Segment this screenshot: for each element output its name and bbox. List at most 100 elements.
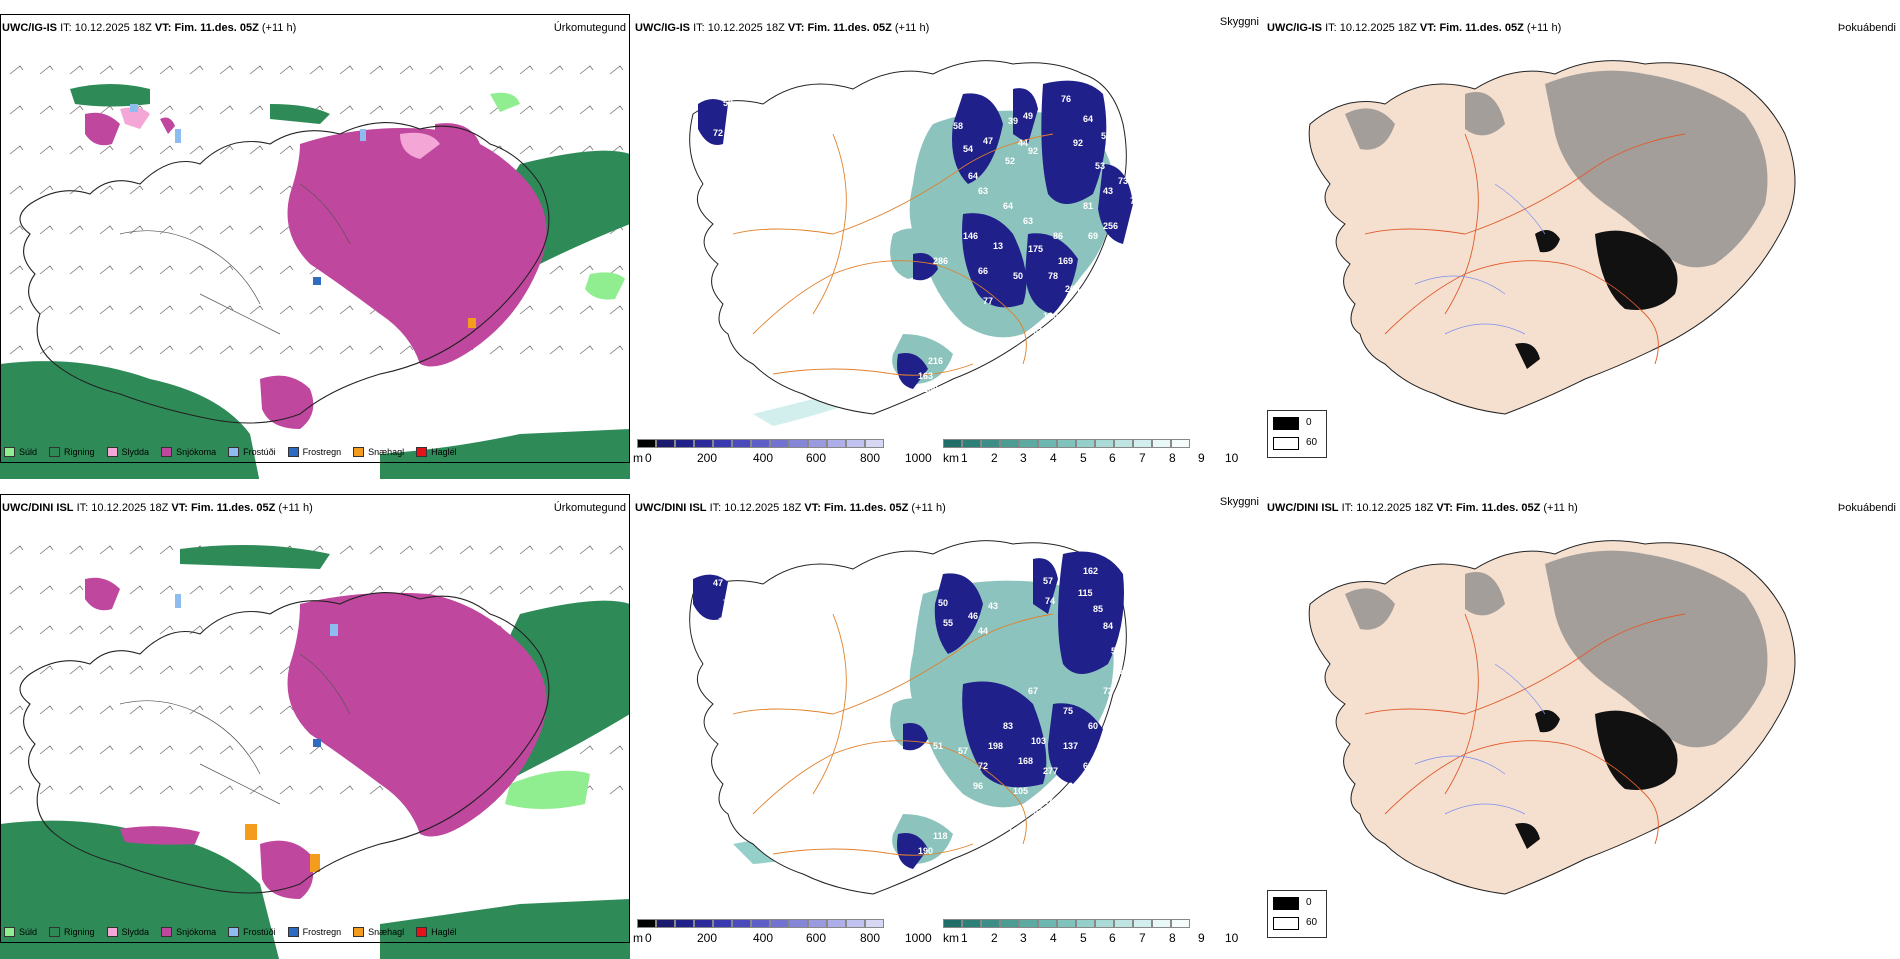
visibility-value-label: 57 bbox=[1118, 666, 1128, 676]
visibility-very-low-areas bbox=[698, 80, 1133, 389]
scale-km-cell bbox=[1038, 439, 1057, 448]
precip-legend: Súld Rigning Slydda Snjókoma Frostúði Fr… bbox=[4, 447, 457, 457]
visibility-value-label: 73 bbox=[1098, 741, 1108, 751]
visibility-value-label: 272 bbox=[1043, 796, 1058, 806]
scale-km-cell bbox=[962, 919, 981, 928]
visibility-value-label: 253 bbox=[1028, 806, 1043, 816]
scale-m-cell bbox=[751, 919, 770, 928]
visibility-value-label: 69 bbox=[1088, 231, 1098, 241]
scale-km-cell bbox=[1057, 439, 1076, 448]
visibility-value-label: 73 bbox=[1118, 176, 1128, 186]
scale-km-cell bbox=[1095, 439, 1114, 448]
visibility-value-label: 168 bbox=[1018, 756, 1033, 766]
scale-m-cell bbox=[713, 439, 732, 448]
visibility-value-label: 64 bbox=[968, 171, 978, 181]
visibility-value-label: 67 bbox=[1028, 686, 1038, 696]
scale-km-cell bbox=[981, 439, 1000, 448]
visibility-value-label: 57 bbox=[1043, 576, 1053, 586]
legend-item-hail: Haglél bbox=[416, 927, 457, 937]
scale-m-cell bbox=[770, 919, 789, 928]
scale-m-cell bbox=[637, 439, 656, 448]
precip-type-panel-top: UWC/IG-IS IT: 10.12.2025 18Z VT: Fim. 11… bbox=[0, 14, 630, 479]
visibility-value-label: 137 bbox=[1063, 741, 1078, 751]
scale-km-cell bbox=[1000, 919, 1019, 928]
scale-km-cell bbox=[943, 439, 962, 448]
visibility-value-label: 106 bbox=[718, 616, 733, 626]
visibility-value-label: 57 bbox=[958, 746, 968, 756]
visibility-value-label: 54 bbox=[963, 144, 973, 154]
visibility-value-label: 103 bbox=[1031, 736, 1046, 746]
visibility-value-label: 48 bbox=[953, 326, 963, 336]
precip-type-map bbox=[0, 34, 630, 479]
visibility-value-label: 286 bbox=[933, 256, 948, 266]
visibility-value-label: 50 bbox=[1013, 271, 1023, 281]
visibility-value-label: 74 bbox=[1130, 196, 1140, 206]
visibility-value-label: 83 bbox=[1103, 264, 1113, 274]
visibility-value-label: 52 bbox=[1005, 156, 1015, 166]
precip-type-panel-bottom: UWC/DINI ISL IT: 10.12.2025 18Z VT: Fim.… bbox=[0, 494, 630, 959]
scale-km-cell bbox=[1152, 439, 1171, 448]
visibility-value-label: 109 bbox=[758, 606, 773, 616]
scale-m-cell bbox=[713, 919, 732, 928]
legend-item-freezing-rain: Frostregn bbox=[287, 447, 341, 457]
roads bbox=[732, 613, 1054, 856]
legend-item-sleet: Slydda bbox=[106, 927, 149, 937]
visibility-value-label: 13 bbox=[993, 241, 1003, 251]
scale-km-cell bbox=[1114, 439, 1133, 448]
scale-km-cell bbox=[962, 439, 981, 448]
visibility-value-label: 81 bbox=[1083, 201, 1093, 211]
parameter-title: Úrkomutegund bbox=[553, 502, 626, 514]
visibility-value-label: 115 bbox=[1078, 588, 1093, 598]
visibility-value-label: 49 bbox=[1023, 111, 1033, 121]
visibility-value-label: 124 bbox=[1073, 806, 1088, 816]
scale-km-cell bbox=[1019, 439, 1038, 448]
visibility-value-label: 85 bbox=[1093, 604, 1103, 614]
legend-item-rain: Rigning bbox=[49, 447, 95, 457]
panel-title: UWC/DINI ISL IT: 10.12.2025 18Z VT: Fim.… bbox=[2, 502, 313, 514]
visibility-value-label: 39 bbox=[1008, 116, 1018, 126]
scale-km-cell bbox=[1000, 439, 1019, 448]
scale-m-cell bbox=[808, 439, 827, 448]
visibility-value-label: 72 bbox=[978, 761, 988, 771]
scale-km-cell bbox=[1171, 439, 1190, 448]
visibility-value-label: 86 bbox=[1053, 231, 1063, 241]
visibility-value-label: 53 bbox=[1111, 646, 1121, 656]
fog-index-panel-top: UWC/IG-IS IT: 10.12.2025 18Z VT: Fim. 11… bbox=[1265, 14, 1900, 479]
visibility-value-label: 43 bbox=[1103, 186, 1113, 196]
scale-m-cell bbox=[770, 439, 789, 448]
visibility-map: 5272106485854476463394452924976649251534… bbox=[633, 34, 1263, 454]
parameter-title: Þokuábendi bbox=[1837, 502, 1896, 514]
visibility-value-label: 55 bbox=[943, 618, 953, 628]
scale-km-cell bbox=[943, 919, 962, 928]
fog-index-map bbox=[1265, 514, 1900, 934]
parameter-title: Skyggni bbox=[1219, 496, 1259, 508]
scale-m-cell bbox=[637, 919, 656, 928]
fog-index-map bbox=[1265, 34, 1900, 454]
scale-km-colorbar bbox=[943, 439, 1190, 448]
scale-m-cell bbox=[656, 919, 675, 928]
scale-m-cell bbox=[732, 919, 751, 928]
visibility-value-label: 51 bbox=[933, 741, 943, 751]
visibility-value-label: 79 bbox=[723, 598, 733, 608]
visibility-value-label: 264 bbox=[1065, 284, 1080, 294]
freezing-rain-spot bbox=[313, 277, 321, 285]
visibility-value-label: 77 bbox=[983, 296, 993, 306]
drizzle-areas bbox=[490, 92, 625, 300]
scale-m-cell bbox=[827, 439, 846, 448]
visibility-value-label: 92 bbox=[1028, 146, 1038, 156]
legend-item-drizzle: Súld bbox=[4, 927, 37, 937]
fog-key-low-label: 0 bbox=[1306, 897, 1312, 908]
drizzle-areas bbox=[505, 770, 590, 809]
scale-km-cell bbox=[1038, 919, 1057, 928]
precip-legend: Súld Rigning Slydda Snjókoma Frostúði Fr… bbox=[4, 927, 457, 937]
rivers bbox=[1414, 663, 1546, 815]
visibility-value-label: 146 bbox=[963, 231, 978, 241]
precip-type-map bbox=[0, 514, 630, 959]
roads bbox=[119, 653, 351, 805]
fog-index-mid-areas bbox=[1345, 70, 1768, 268]
visibility-value-label: 105 bbox=[1013, 786, 1028, 796]
legend-item-snow-grains: Snæhagl bbox=[353, 447, 404, 457]
visibility-value-label: 64 bbox=[1068, 781, 1078, 791]
visibility-value-label: 216 bbox=[928, 356, 943, 366]
